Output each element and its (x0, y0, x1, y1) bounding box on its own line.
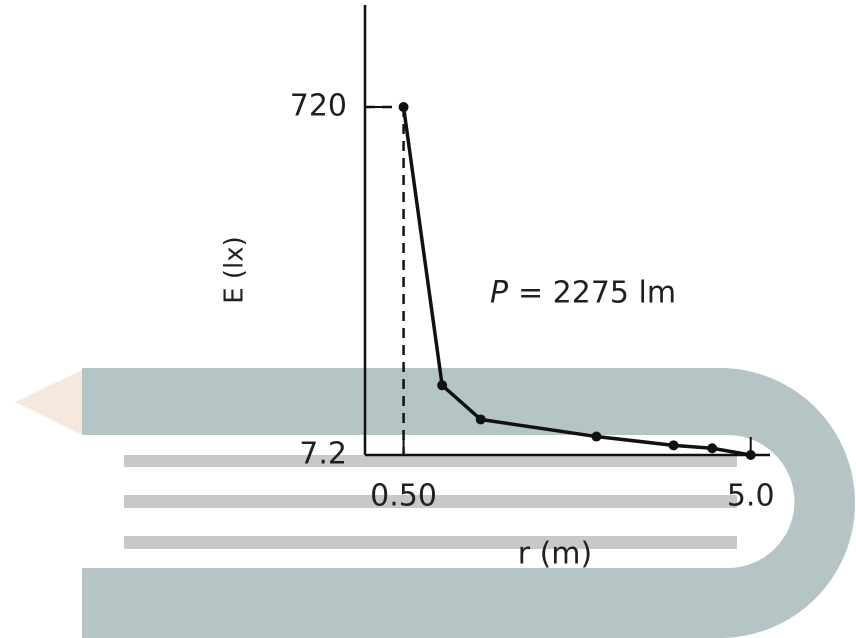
u-band (82, 368, 855, 638)
data-point (475, 414, 486, 425)
y-tick-label: 7.2 (299, 437, 347, 472)
x-axis-label: r (m) (518, 537, 593, 572)
annotation-text: = 2275 lm (518, 276, 676, 311)
data-point (591, 431, 602, 442)
arrow-decoration (15, 370, 82, 435)
y-tick-label: 720 (290, 89, 347, 124)
stripe (124, 495, 737, 508)
stripe (124, 536, 737, 549)
annotation-symbol: P (490, 276, 509, 311)
x-tick-label: 0.50 (370, 479, 437, 514)
data-point (745, 450, 756, 460)
data-point (668, 440, 679, 451)
data-point (398, 102, 409, 113)
y-axis-label: E (lx) (220, 236, 250, 304)
data-point (707, 443, 718, 454)
stripe (124, 455, 737, 467)
x-tick-label: 5.0 (727, 479, 775, 514)
data-point (437, 380, 448, 391)
